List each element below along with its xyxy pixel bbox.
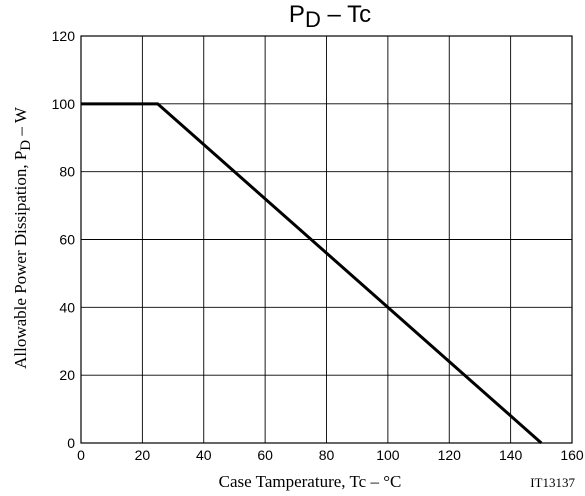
x-tick-label: 60 [257, 447, 273, 463]
y-tick-label: 120 [52, 28, 76, 44]
y-tick-label: 0 [67, 435, 75, 451]
x-tick-label: 20 [135, 447, 151, 463]
y-tick-label: 60 [59, 232, 75, 248]
x-tick-labels: 0 20 40 60 80 100 120 140 160 [77, 447, 584, 463]
y-tick-label: 100 [52, 96, 76, 112]
title-main: P [289, 1, 305, 28]
y-axis-label-main: Allowable Power Dissipation, P [11, 151, 30, 369]
x-tick-label: 140 [499, 447, 523, 463]
x-tick-label: 0 [77, 447, 85, 463]
series-lines [81, 102, 543, 445]
chart-title: PD – Tc [289, 1, 371, 32]
x-tick-label: 100 [376, 447, 400, 463]
x-axis-label: Case Tamperature, Tc – °C [219, 472, 402, 491]
y-tick-label: 40 [59, 299, 75, 315]
x-tick-label: 80 [319, 447, 335, 463]
plot-frame [80, 35, 573, 444]
figure-code: IT13137 [530, 475, 575, 490]
title-subscript: D [305, 7, 321, 32]
power-derating-line [81, 102, 543, 445]
y-tick-labels: 0 20 40 60 80 100 120 [52, 28, 76, 451]
y-tick-label: 20 [59, 367, 75, 383]
grid-lines [80, 35, 573, 444]
x-tick-label: 40 [196, 447, 212, 463]
y-axis-label-subscript: D [18, 140, 34, 151]
x-tick-label: 160 [560, 447, 584, 463]
title-rest: – Tc [321, 1, 371, 28]
y-tick-label: 80 [59, 164, 75, 180]
y-axis-label: Allowable Power Dissipation, PD – W [11, 106, 34, 369]
x-tick-label: 120 [438, 447, 462, 463]
y-axis-label-rest: – W [11, 106, 30, 140]
